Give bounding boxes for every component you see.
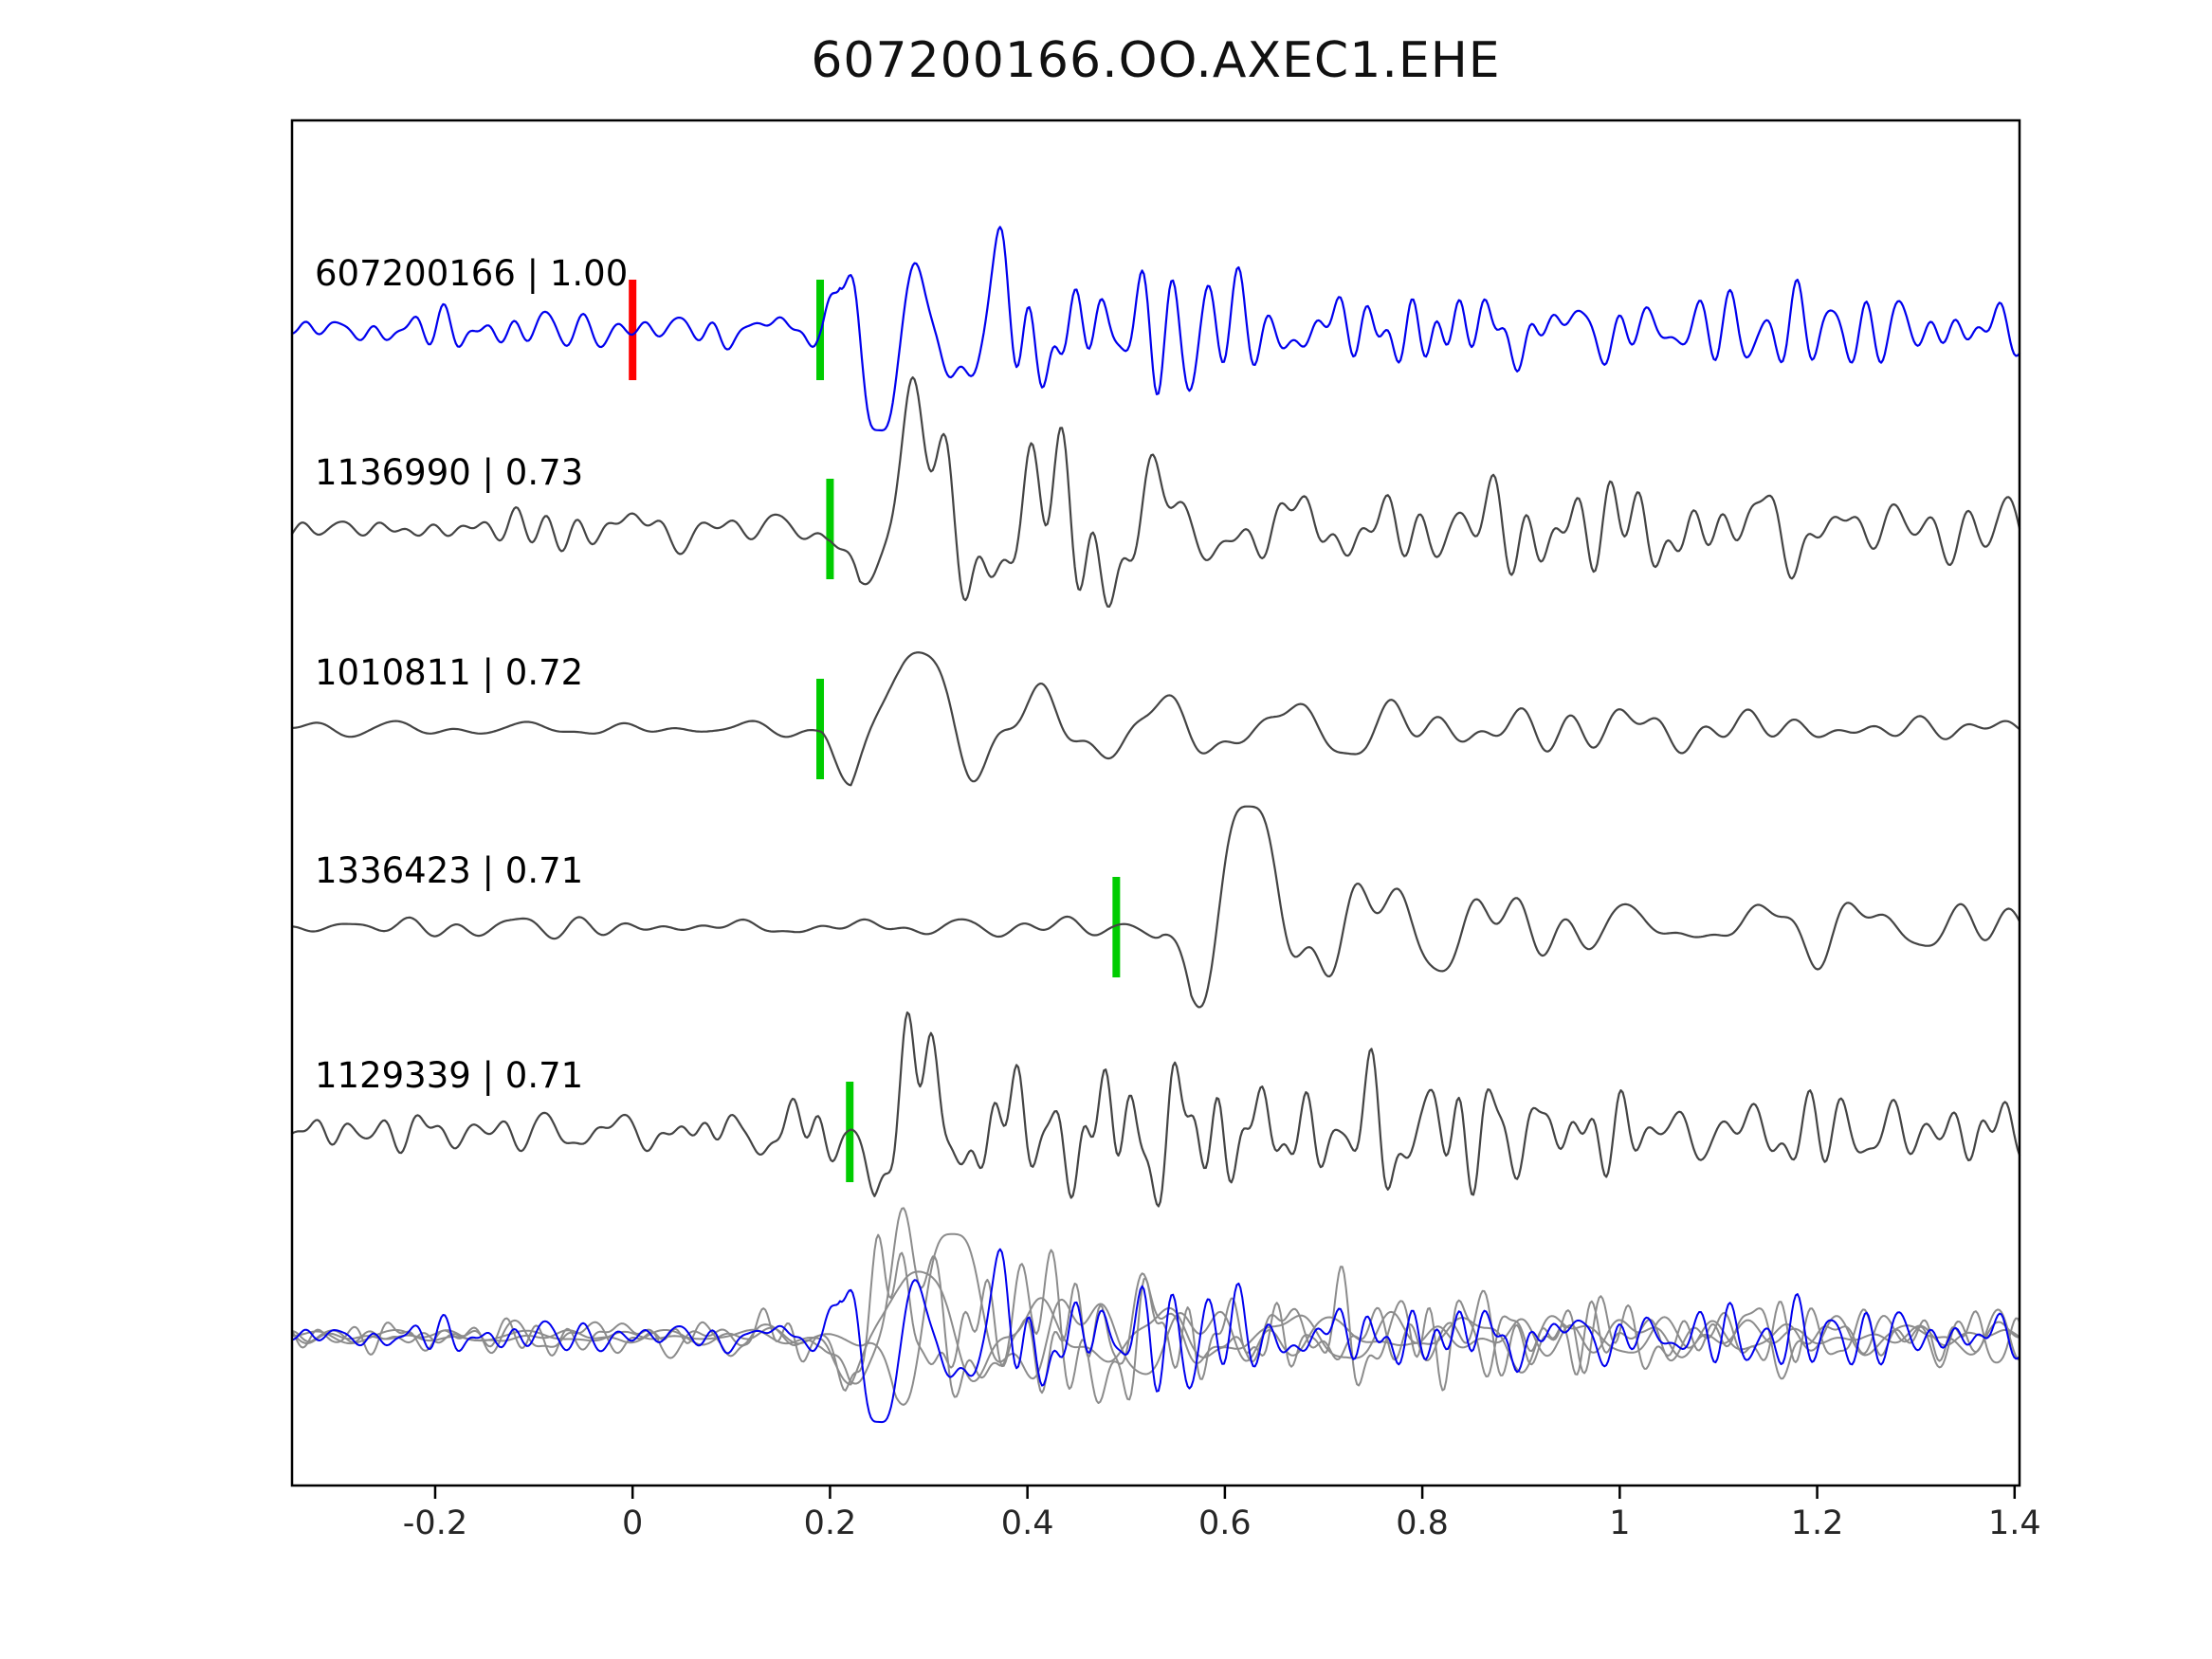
- waveform-trace-1010811: [290, 651, 2021, 787]
- waveform-trace-1136990: [290, 376, 2021, 608]
- x-tick-label-6: 1: [1609, 1504, 1631, 1542]
- overlay-trace-1010811: [291, 1270, 2020, 1386]
- waveform-trace-607200166: [290, 226, 2021, 432]
- trace-label-match-1: 1136990 | 0.73: [315, 451, 584, 493]
- x-tick-label-4: 0.6: [1198, 1504, 1252, 1542]
- x-tick-label-8: 1.4: [1987, 1504, 2041, 1542]
- overlay-trace-607200166: [291, 1248, 2020, 1424]
- overlay-trace-1336423: [291, 1232, 2020, 1406]
- x-tick-label-2: 0.2: [803, 1504, 857, 1542]
- waveform-trace-1129339: [290, 1011, 2021, 1208]
- x-tick-label-1: 0: [622, 1504, 644, 1542]
- overlay-trace-1136990: [291, 1207, 2020, 1404]
- x-tick-label-7: 1.2: [1790, 1504, 1844, 1542]
- trace-label-match-2: 1010811 | 0.72: [315, 651, 584, 693]
- trace-label-match-3: 1336423 | 0.71: [315, 850, 584, 892]
- x-tick-label-0: -0.2: [402, 1504, 468, 1542]
- x-tick-label-3: 0.4: [1000, 1504, 1054, 1542]
- axes-box: [290, 118, 2021, 1487]
- trace-label-template: 607200166 | 1.00: [315, 253, 629, 295]
- waveform-trace-1336423: [290, 805, 2021, 1009]
- trace-label-match-4: 1129339 | 0.71: [315, 1055, 584, 1097]
- figure-title: 607200166.OO.AXEC1.EHE: [811, 32, 1501, 89]
- x-tick-label-5: 0.8: [1396, 1504, 1449, 1542]
